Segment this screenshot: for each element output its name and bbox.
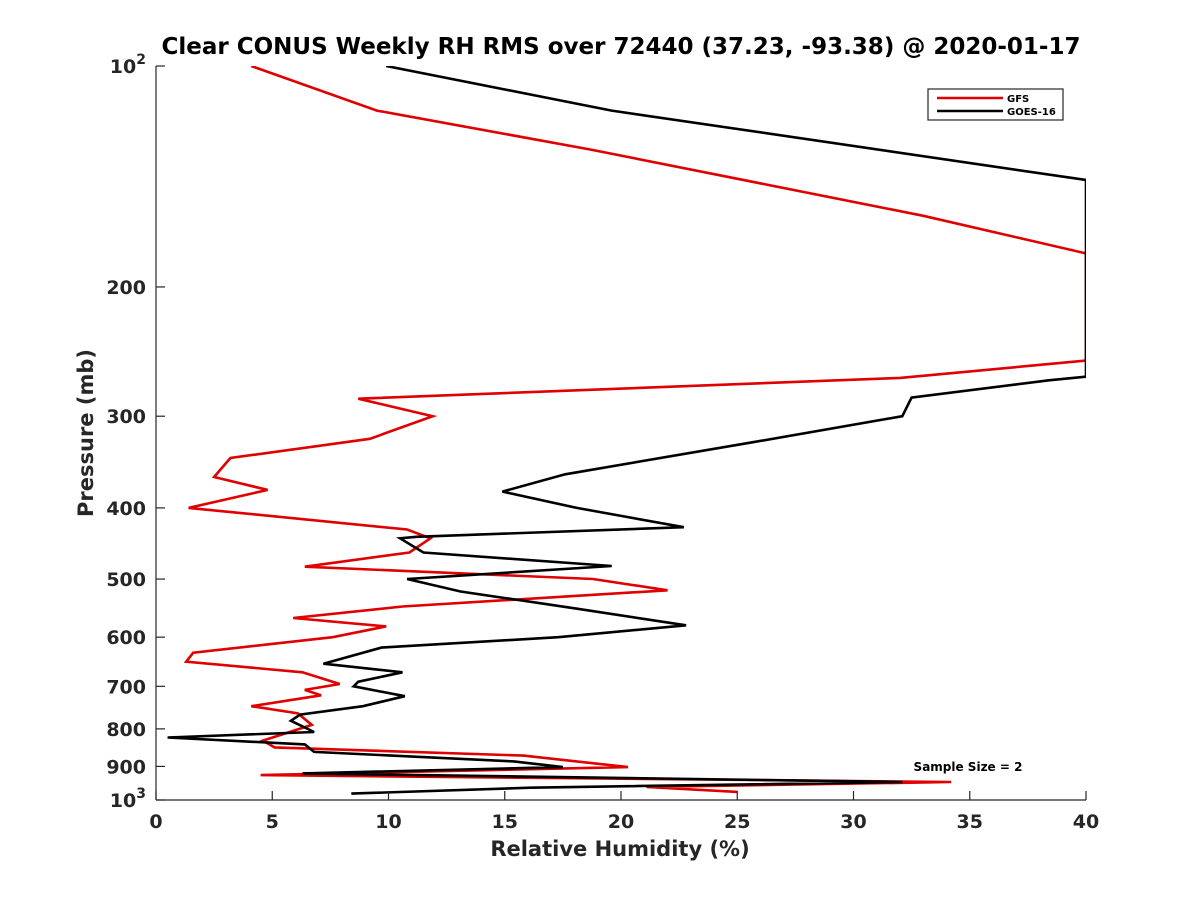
y-tick-label: 600 [106, 627, 146, 649]
y-axis-label: Pressure (mb) [74, 349, 98, 517]
x-tick-label: 0 [149, 811, 162, 833]
axes: 0 5 10 15 20 25 30 35 40102200300400500600700800… [106, 52, 1099, 833]
chart-title: Clear CONUS Weekly RH RMS over 72440 (37… [162, 34, 1081, 60]
x-axis-label: Relative Humidity (%) [490, 837, 749, 861]
sample-size-annotation: Sample Size = 2 [914, 760, 1023, 774]
y-tick-label: 300 [106, 406, 146, 428]
x-tick-label: 5 [266, 811, 279, 833]
plot-area [167, 66, 1086, 795]
legend-label: GFS [1007, 94, 1029, 105]
x-tick-label: 25 [724, 811, 750, 833]
x-tick-label: 15 [492, 811, 518, 833]
x-tick-label: 40 [1073, 811, 1099, 833]
y-tick-label: 102 [110, 52, 146, 78]
y-tick-label: 200 [106, 277, 146, 299]
y-tick-label: 900 [106, 756, 146, 778]
y-tick-label: 103 [110, 786, 146, 812]
x-tick-label: 10 [375, 811, 401, 833]
y-tick-exponent: 3 [136, 786, 146, 802]
y-tick-base: 10 [110, 790, 136, 812]
y-tick-label: 700 [106, 676, 146, 698]
y-tick-label: 400 [106, 498, 146, 520]
legend: GFS GOES-16 [927, 88, 1064, 121]
series-line-gfs [183, 66, 1086, 794]
y-tick-base: 10 [110, 56, 136, 78]
y-tick-label: 800 [106, 719, 146, 741]
legend-box [927, 88, 1064, 121]
x-tick-label: 35 [957, 811, 983, 833]
series-line-goes-16 [167, 66, 1086, 795]
x-tick-label: 20 [608, 811, 634, 833]
x-tick-label: 30 [840, 811, 866, 833]
y-tick-label: 500 [106, 569, 146, 591]
legend-label: GOES-16 [1007, 107, 1056, 118]
y-tick-exponent: 2 [136, 52, 146, 68]
